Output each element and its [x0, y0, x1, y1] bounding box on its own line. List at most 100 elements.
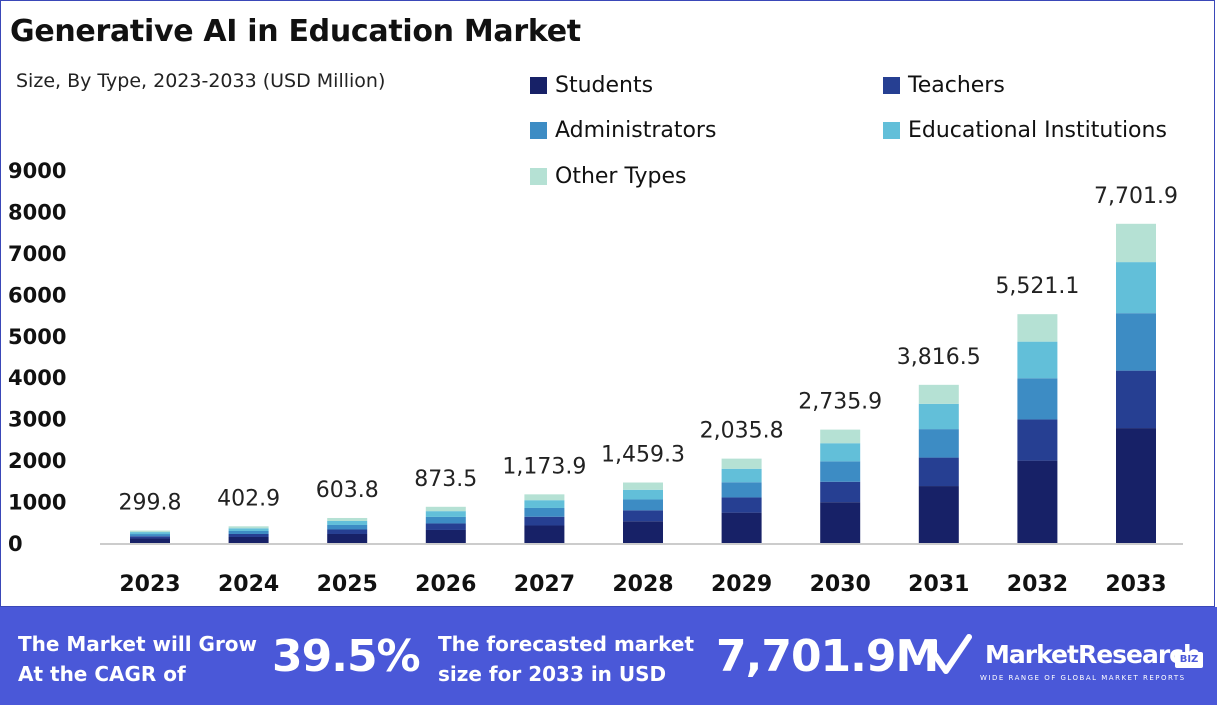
- bar-segment-students: [820, 502, 861, 543]
- x-category-label: 2033: [1105, 572, 1166, 597]
- legend-item-teachers: Teachers: [883, 73, 1005, 98]
- bar-segment-teachers: [228, 533, 269, 537]
- x-category-label: 2028: [612, 572, 673, 597]
- legend-label-institutions: Educational Institutions: [908, 118, 1167, 143]
- forecast-value: 7,701.9M: [716, 631, 939, 682]
- bar-segment-other-types: [1116, 223, 1156, 263]
- bar-segment-teachers: [721, 497, 762, 513]
- y-tick-label: 9000: [8, 159, 66, 183]
- bar-segment-teachers: [425, 523, 466, 530]
- bar-segment-administrators: [820, 461, 861, 482]
- legend-label-other: Other Types: [555, 164, 687, 189]
- x-category-label: 2029: [711, 572, 772, 597]
- bar-segment-students: [721, 512, 762, 543]
- bar-total-label: 2,035.8: [700, 419, 784, 444]
- bar-segment-teachers: [130, 536, 170, 539]
- bar-segment-administrators: [228, 530, 269, 534]
- legend-swatch-institutions: [883, 122, 900, 139]
- bar-total-label: 2,735.9: [798, 390, 882, 415]
- bar-segment-administrators: [524, 507, 565, 517]
- bar-segment-teachers: [1017, 419, 1058, 461]
- bar-segment-educational-institutions: [1116, 262, 1156, 314]
- bar-total-label: 873.5: [414, 467, 477, 492]
- bar-total-label: 5,521.1: [995, 274, 1079, 299]
- bar-segment-teachers: [918, 457, 959, 487]
- y-tick-label: 3000: [8, 408, 66, 432]
- bar-segment-students: [425, 529, 466, 543]
- bar-segment-students: [130, 538, 170, 543]
- bar-segment-students: [1116, 428, 1156, 543]
- bar-segment-other-types: [327, 517, 368, 521]
- x-category-label: 2024: [218, 572, 279, 597]
- legend-swatch-other: [530, 168, 547, 185]
- bar-segment-other-types: [721, 458, 762, 469]
- x-category-label: 2032: [1007, 572, 1068, 597]
- legend-item-institutions: Educational Institutions: [883, 118, 1167, 143]
- brand-badge: BIZ: [1175, 652, 1203, 668]
- y-tick-label: 2000: [8, 449, 66, 473]
- x-category-label: 2025: [317, 572, 378, 597]
- bar-segment-educational-institutions: [820, 443, 861, 462]
- bar-segment-other-types: [623, 482, 663, 490]
- bar-segment-students: [228, 536, 269, 543]
- bar-total-label: 402.9: [217, 486, 280, 511]
- legend-label-students: Students: [555, 73, 654, 98]
- legend-swatch-administrators: [530, 122, 547, 139]
- bar-segment-educational-institutions: [228, 528, 269, 531]
- bar-segment-administrators: [327, 524, 368, 530]
- legend-swatch-students: [530, 77, 547, 94]
- bar-segment-students: [623, 521, 663, 543]
- bar-segment-teachers: [820, 481, 861, 503]
- legend-label-teachers: Teachers: [908, 73, 1005, 98]
- cagr-value: 39.5%: [272, 631, 421, 682]
- bar-segment-administrators: [623, 499, 663, 511]
- bar-segment-teachers: [524, 516, 565, 526]
- legend-label-administrators: Administrators: [555, 118, 717, 143]
- footer-banner: The Market will Grow At the CAGR of 39.5…: [0, 607, 1217, 705]
- chart-frame: [0, 0, 1215, 607]
- bar-segment-students: [327, 533, 368, 543]
- bar-segment-educational-institutions: [327, 520, 368, 525]
- bar-segment-other-types: [524, 494, 565, 501]
- y-tick-label: 5000: [8, 325, 66, 349]
- chart-title: Generative AI in Education Market: [10, 14, 581, 49]
- bar-segment-educational-institutions: [721, 468, 762, 483]
- brand-logo-icon: [932, 634, 972, 674]
- bar-segment-administrators: [1116, 313, 1156, 371]
- bar-segment-other-types: [1017, 314, 1058, 342]
- bar-segment-teachers: [623, 510, 663, 522]
- bar-segment-administrators: [1017, 378, 1058, 420]
- bar-segment-educational-institutions: [1017, 341, 1058, 379]
- legend-item-other: Other Types: [530, 164, 686, 189]
- stacked-bar-chart: 9000 8000 7000 6000 5000 4000 3000 2000 1000 0 299…: [8, 159, 1183, 597]
- brand-name: MarketResearch: [985, 640, 1201, 669]
- bar-segment-other-types: [918, 384, 959, 404]
- y-tick-label: 7000: [8, 242, 66, 266]
- bar-segment-educational-institutions: [524, 500, 565, 508]
- y-tick-label: 6000: [8, 283, 66, 307]
- bar-segment-administrators: [130, 534, 170, 537]
- brand-tagline: WIDE RANGE OF GLOBAL MARKET REPORTS: [980, 674, 1186, 682]
- legend-swatch-teachers: [883, 77, 900, 94]
- y-tick-label: 4000: [8, 366, 66, 390]
- bar-total-label: 299.8: [119, 491, 182, 516]
- bar-segment-educational-institutions: [623, 489, 663, 500]
- x-category-label: 2027: [514, 572, 575, 597]
- y-tick-label: 8000: [8, 200, 66, 224]
- x-category-label: 2026: [415, 572, 476, 597]
- bar-segment-students: [918, 486, 959, 543]
- bar-total-label: 7,701.9: [1094, 184, 1178, 209]
- y-tick-label: 0: [8, 532, 23, 556]
- bar-segment-students: [524, 525, 565, 543]
- cagr-caption: The Market will Grow At the CAGR of: [18, 632, 258, 686]
- bar-total-label: 1,173.9: [502, 454, 586, 479]
- legend-item-students: Students: [530, 73, 653, 98]
- forecast-caption: The forecasted market size for 2033 in U…: [438, 632, 695, 686]
- bar-segment-students: [1017, 460, 1058, 543]
- x-category-label: 2030: [810, 572, 871, 597]
- bar-segment-other-types: [130, 530, 170, 533]
- legend-item-administrators: Administrators: [530, 118, 716, 143]
- bar-total-label: 603.8: [316, 478, 379, 503]
- chart-subtitle: Size, By Type, 2023-2033 (USD Million): [16, 70, 386, 92]
- y-tick-label: 1000: [8, 491, 66, 515]
